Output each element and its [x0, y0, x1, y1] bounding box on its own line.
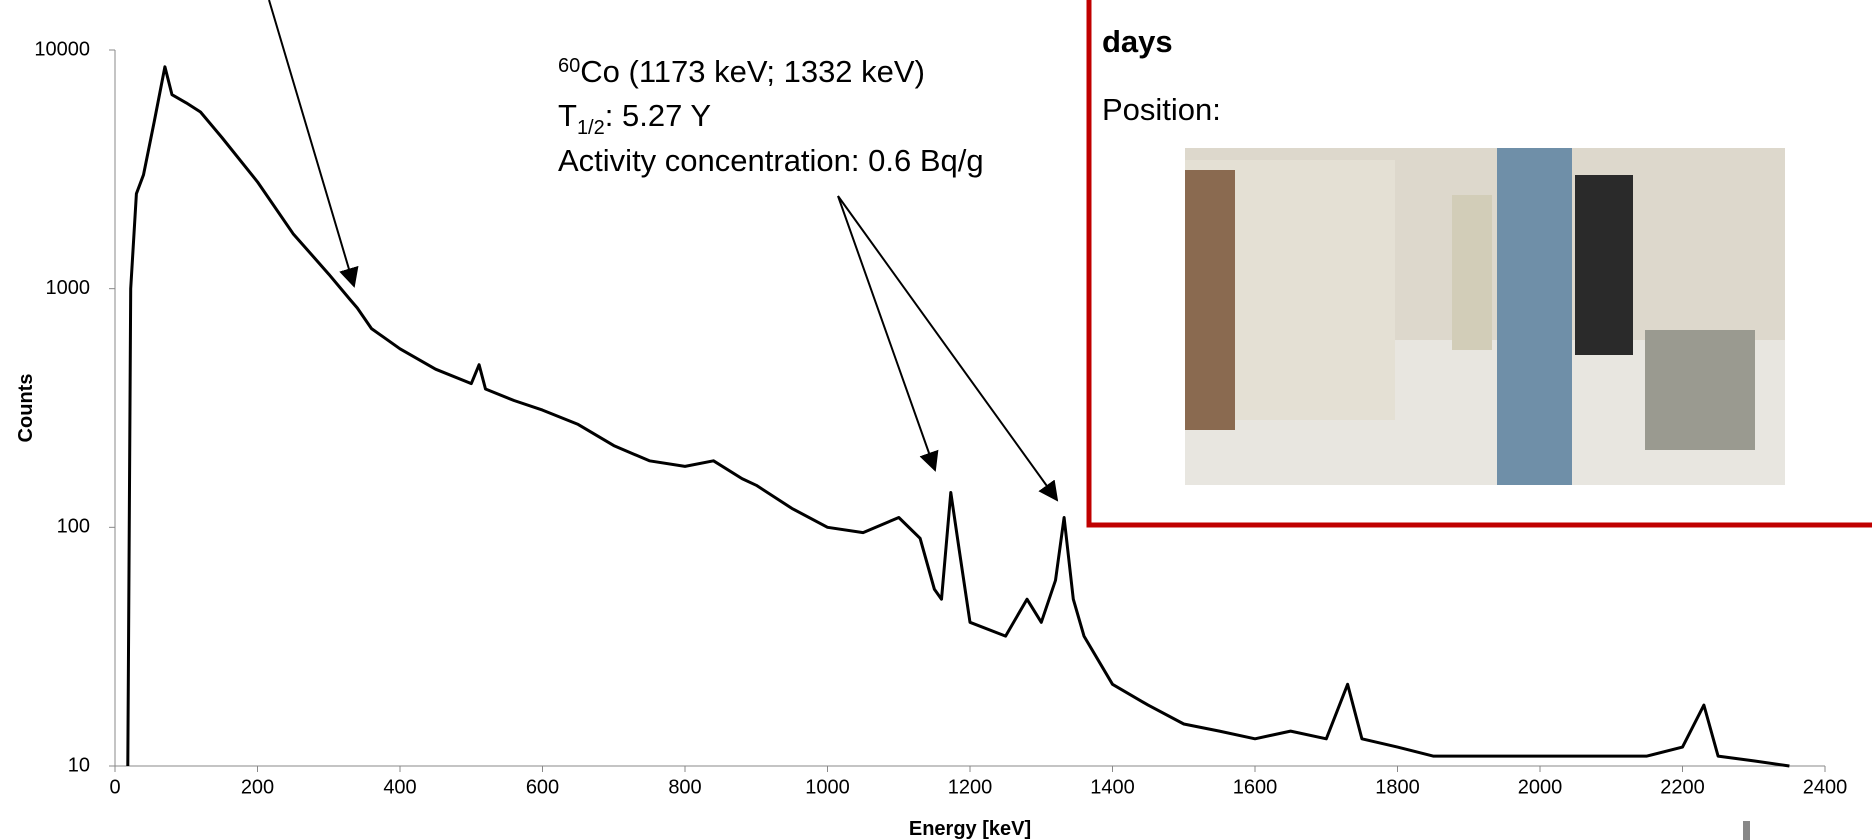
panel-position: Position:	[1102, 92, 1221, 127]
half-life-text: : 5.27 Y	[605, 98, 711, 133]
y-tick-label: 10000	[34, 38, 90, 60]
half-life-symbol: T	[558, 98, 577, 133]
annotation-half-life: T1/2: 5.27 Y	[558, 98, 711, 139]
x-tick-label: 2200	[1660, 776, 1705, 798]
x-tick-label: 1600	[1233, 776, 1278, 798]
y-tick-label: 100	[57, 516, 90, 538]
half-life-sub: 1/2	[577, 117, 605, 139]
photo-machine	[1185, 170, 1235, 430]
y-tick-label: 1000	[46, 277, 91, 299]
x-tick-label: 2000	[1518, 776, 1563, 798]
annotation-activity: Activity concentration: 0.6 Bq/g	[558, 143, 984, 178]
panel-days: days	[1102, 24, 1173, 59]
y-axis-label: Counts	[15, 374, 37, 443]
x-tick-label: 2400	[1803, 776, 1848, 798]
photo	[1185, 148, 1785, 485]
x-tick-label: 800	[668, 776, 701, 798]
arrow	[268, 0, 359, 288]
photo-box	[1452, 195, 1492, 350]
x-tick-label: 200	[241, 776, 274, 798]
x-tick-label: 400	[383, 776, 416, 798]
x-axis-label: Energy [keV]	[909, 818, 1031, 840]
x-tick-label: 0	[109, 776, 120, 798]
photo-doorway	[1575, 175, 1633, 355]
isotope-mass: 60	[558, 55, 580, 77]
x-tick-label: 1000	[805, 776, 850, 798]
spectrum-line	[126, 65, 1790, 768]
arrow	[837, 195, 939, 472]
isotope-text: Co (1173 keV; 1332 keV)	[580, 54, 925, 89]
photo-door	[1497, 148, 1572, 485]
photo-cart	[1645, 330, 1755, 450]
x-tick-label: 600	[526, 776, 559, 798]
info-panel: days Position:	[1086, 0, 1872, 528]
arrow	[837, 195, 1059, 502]
x-tick-label: 1800	[1375, 776, 1420, 798]
plot-area: 10 100 1000 10000 0 200 400 600 800 1000 1200 1400 1…	[34, 38, 1847, 798]
scroll-mark	[1743, 821, 1750, 840]
y-tick-label: 10	[68, 754, 90, 776]
annotation-isotope: 60Co (1173 keV; 1332 keV)	[558, 54, 925, 89]
x-tick-label: 1400	[1090, 776, 1135, 798]
x-tick-label: 1200	[948, 776, 993, 798]
